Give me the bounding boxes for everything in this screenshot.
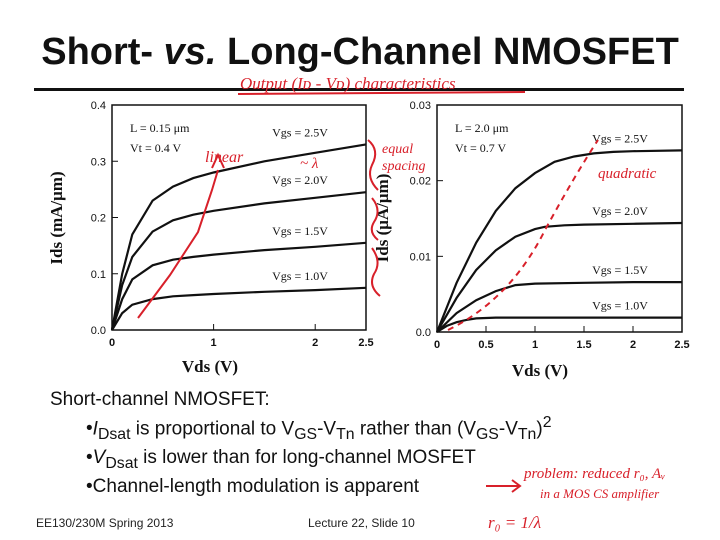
title-underline: [34, 88, 684, 91]
x-tick-label: 2.5: [674, 339, 689, 351]
series-line-vgs---1-5v: [436, 281, 682, 333]
bullet-vdsat: VDsat is lower than for long-channel MOS…: [86, 446, 552, 475]
quadratic-annotation: quadratic: [598, 166, 657, 182]
output-annotation: Output (Iᴅ - Vᴅ) characteristics: [240, 74, 456, 93]
footer-lecture: Lecture 22, Slide 10: [308, 516, 415, 530]
footer-course: EE130/230M Spring 2013: [36, 516, 174, 530]
x-tick-label: 2: [312, 337, 318, 349]
bullet-heading: Short-channel NMOSFET:: [50, 389, 270, 410]
linear-curve-annotation: [137, 169, 219, 319]
y-tick-label: 0.4: [91, 100, 106, 112]
title-part: vs.: [163, 31, 217, 73]
quadratic-dashed-curve: [447, 139, 599, 331]
title-part: Long-Channel NMOSFET: [216, 31, 679, 73]
problem-annotation: problem: reduced r₀, Aᵥ: [523, 466, 665, 482]
bullet-idsat: IDsat is proportional to VGS-VTn rather …: [86, 411, 552, 446]
y-tick-label: 0.0: [416, 327, 431, 339]
x-tick-label: 1: [532, 339, 538, 351]
ro-annotation: r₀ = 1/λ: [488, 513, 541, 532]
output-underline: [237, 91, 526, 95]
x-axis-label: Vds (V): [182, 357, 238, 376]
param-length: L = 2.0 μm: [455, 121, 509, 135]
x-tick-label: 0: [109, 337, 115, 349]
series-line-vgs---2-5v: [110, 143, 367, 331]
param-vt: Vt = 0.4 V: [130, 141, 182, 155]
y-axis-label: Ids (mA/μm): [47, 171, 66, 264]
series-line-vgs---2-0v: [436, 221, 683, 333]
y-tick-label: 0.02: [410, 176, 431, 188]
series-label: Vgs = 2.0V: [592, 204, 648, 218]
x-axis-label: Vds (V): [512, 361, 568, 380]
bullet-clm: Channel-length modulation is apparent: [86, 475, 552, 498]
series-label: Vgs = 2.0V: [272, 173, 328, 187]
equal-annotation: equal: [382, 142, 413, 157]
y-tick-label: 0.0: [91, 325, 106, 337]
linear-arrow: [211, 152, 225, 169]
linear-annotation: linear: [205, 149, 244, 166]
x-tick-label: 0.5: [478, 339, 493, 351]
series-label: Vgs = 2.5V: [272, 125, 328, 139]
cs-annotation: in a MOS CS amplifier: [540, 486, 660, 501]
series-line-vgs---1-0v: [436, 316, 682, 333]
series-line-vgs---1-5v: [110, 241, 367, 331]
spacing-bracket-1: [367, 139, 379, 191]
bullet-list: Short-channel NMOSFET: IDsat is proporti…: [50, 388, 552, 498]
x-tick-label: 2: [630, 339, 636, 351]
plot-frame-short-channel: [111, 104, 367, 331]
series-line-vgs---2-5v: [435, 149, 683, 333]
series-label: Vgs = 1.0V: [272, 269, 328, 283]
spacing-annotation: spacing: [382, 159, 426, 174]
y-tick-label: 0.1: [91, 269, 106, 281]
x-tick-label: 1: [211, 337, 217, 349]
series-line-vgs---1-0v: [111, 286, 367, 331]
plot-frame-long-channel: [436, 104, 683, 333]
spacing-bracket-3: [371, 247, 381, 297]
param-vt: Vt = 0.7 V: [455, 141, 507, 155]
y-tick-label: 0.01: [410, 251, 431, 263]
series-label: Vgs = 1.5V: [272, 224, 328, 238]
x-tick-label: 1.5: [576, 339, 591, 351]
slide-title: Short- vs. Long-Channel NMOSFET: [0, 30, 720, 74]
title-part: Short-: [41, 31, 164, 73]
y-tick-label: 0.2: [91, 213, 106, 225]
param-length: L = 0.15 μm: [130, 121, 190, 135]
series-label: Vgs = 1.0V: [592, 299, 648, 313]
series-line-vgs---2-0v: [110, 191, 367, 331]
x-tick-label: 2.5: [358, 337, 373, 349]
series-label: Vgs = 1.5V: [592, 263, 648, 277]
series-label: Vgs = 2.5V: [592, 131, 648, 145]
x-tick-label: 0: [434, 339, 440, 351]
lambda-annotation: ~ λ: [300, 156, 319, 172]
y-tick-label: 0.3: [91, 156, 106, 168]
y-tick-label: 0.03: [410, 100, 431, 112]
spacing-bracket-2: [370, 197, 379, 241]
